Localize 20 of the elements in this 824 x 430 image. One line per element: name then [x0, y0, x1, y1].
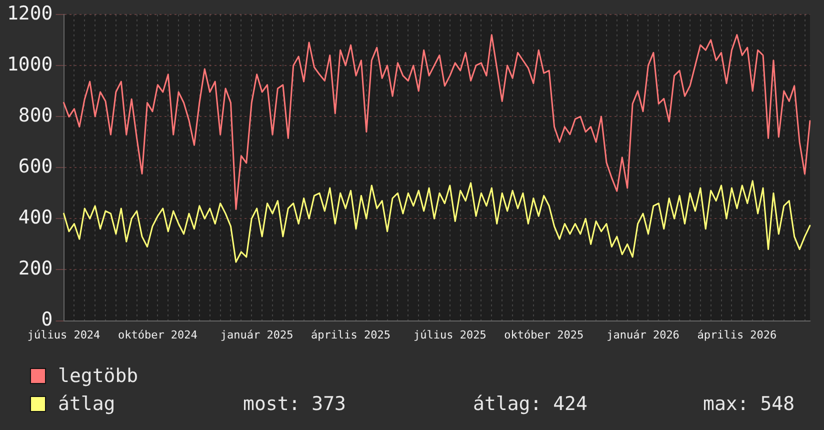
text: most: 373: [243, 393, 347, 415]
y-tick-label: 0: [41, 308, 53, 331]
y-tick-label: 200: [18, 258, 53, 280]
x-tick-label: április 2026: [697, 328, 777, 342]
x-tick-label: október 2025: [504, 328, 584, 342]
y-tick-label: 600: [18, 156, 53, 178]
text: átlag: 424: [473, 393, 588, 415]
text: max: 548: [703, 393, 795, 415]
x-tick-label: április 2025: [311, 328, 391, 342]
x-tick-label: január 2025: [220, 328, 294, 342]
x-tick-label: július 2024: [27, 328, 101, 342]
y-tick-label: 1000: [6, 53, 53, 76]
y-tick-label: 1200: [6, 2, 53, 24]
x-tick-label: július 2025: [413, 328, 486, 342]
legend-label: legtöbb: [58, 365, 140, 387]
x-tick-label: január 2026: [606, 328, 680, 342]
y-tick-label: 800: [18, 104, 53, 126]
legend-label: átlag: [58, 393, 116, 415]
y-tick-label: 400: [18, 206, 53, 229]
x-tick-label: október 2024: [118, 328, 198, 342]
